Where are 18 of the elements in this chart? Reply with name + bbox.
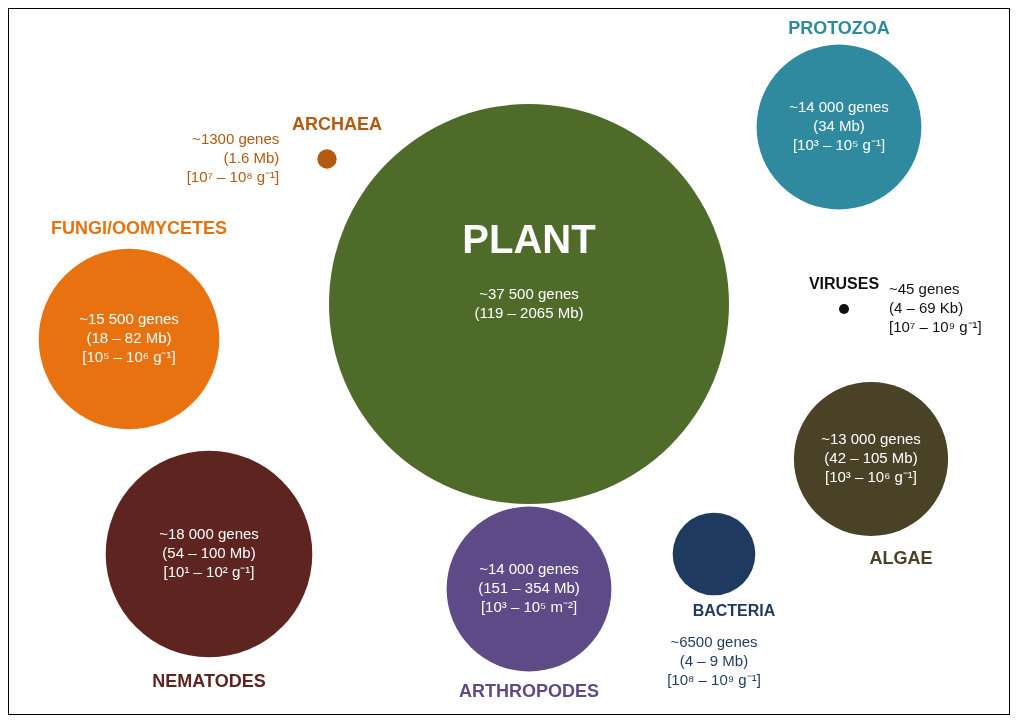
data-label: ~14 000 genes (151 – 354 Mb) [10³ – 10⁵ m⁻²] — [478, 560, 580, 616]
category-label: FUNGI/OOMYCETES — [50, 217, 228, 238]
category-label: PROTOZOA — [788, 17, 890, 38]
data-label: ~1300 genes (1.6 Mb) [10⁷ – 10⁸ g⁻¹] — [186, 130, 280, 186]
data-label: ~14 000 genes (34 Mb) [10³ – 10⁵ g⁻¹] — [789, 98, 889, 154]
data-label: ~15 500 genes (18 – 82 Mb) [10⁵ – 10⁶ g⁻¹] — [79, 310, 179, 366]
data-label: ~18 000 genes (54 – 100 Mb) [10¹ – 10² g⁻¹] — [159, 525, 259, 581]
category-label: BACTERIA — [692, 602, 776, 620]
data-label: ~37 500 genes (119 – 2065 Mb) — [474, 284, 584, 321]
category-label: NEMATODES — [152, 670, 266, 691]
category-label: ALGAE — [869, 547, 933, 568]
category-label: ARTHROPODES — [458, 680, 600, 701]
category-label: PLANT — [462, 217, 596, 262]
data-label: ~13 000 genes (42 – 105 Mb) [10³ – 10⁶ g⁻¹] — [821, 430, 921, 486]
data-label: ~45 genes (4 – 69 Kb) [10⁷ – 10⁹ g⁻¹] — [889, 280, 982, 336]
category-label: VIRUSES — [808, 275, 880, 293]
category-label: ARCHAEA — [292, 113, 382, 134]
data-label: ~6500 genes (4 – 9 Mb) [10⁸ – 10⁹ g⁻¹] — [667, 633, 761, 689]
